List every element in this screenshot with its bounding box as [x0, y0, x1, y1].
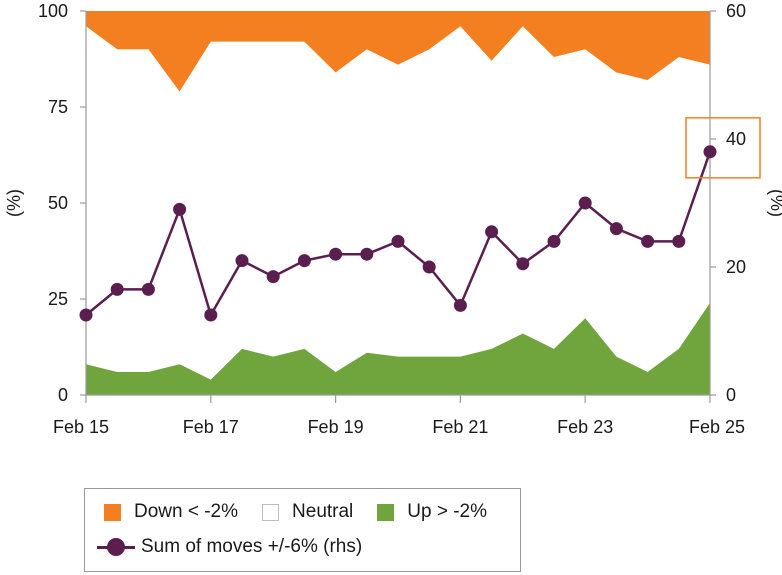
line-point: [266, 270, 280, 284]
legend-item-neutral: Neutral: [262, 501, 353, 523]
x-tick-label: Feb 25: [689, 417, 745, 437]
area-up: [86, 302, 710, 395]
annotations: [685, 117, 761, 179]
tick-labels: 0 25 50 75 100 0 20 40 60 Feb 15 Feb 17 Feb 19 Feb 2…: [38, 1, 746, 437]
line-point: [516, 257, 530, 271]
y-tick-label-right: 60: [726, 1, 746, 21]
legend-swatch-neutral: [262, 503, 280, 521]
line-point: [391, 234, 405, 248]
legend-item-down: Down < -2%: [104, 501, 238, 523]
y-tick-label-right: 40: [726, 129, 746, 149]
legend-label-line: Sum of moves +/-6% (rhs): [141, 536, 363, 557]
line-point: [453, 298, 467, 312]
chart: 0 25 50 75 100 0 20 40 60 Feb 15 Feb 17 Feb 19 Feb 2…: [4, 1, 782, 437]
area-neutral: [86, 26, 710, 380]
line-point: [79, 308, 93, 322]
x-tick-label: Feb 19: [308, 417, 364, 437]
line-point: [204, 308, 218, 322]
line-point: [641, 234, 655, 248]
line-point: [703, 145, 717, 159]
line-point: [578, 196, 592, 210]
highlight-box: [685, 117, 761, 179]
line-point: [329, 247, 343, 261]
y-tick-label-left: 100: [38, 1, 68, 21]
y-tick-label-left: 0: [58, 385, 68, 405]
x-tick-label: Feb 23: [557, 417, 613, 437]
line-point: [422, 260, 436, 274]
legend-label-neutral: Neutral: [292, 501, 354, 522]
legend-row-areas: Down < -2% Neutral Up > -2%: [104, 501, 511, 523]
y-tick-label-left: 50: [48, 193, 68, 213]
legend-label-up: Up > -2%: [407, 501, 488, 522]
legend-swatch-up: [377, 503, 395, 521]
line-point: [173, 202, 187, 216]
stacked-areas: [86, 11, 710, 395]
axes: [80, 10, 716, 403]
line-series: [79, 145, 717, 322]
y-axis-title-right: (%): [767, 189, 782, 217]
x-tick-label: Feb 15: [53, 417, 109, 437]
legend: Down < -2% Neutral Up > -2% Sum of moves…: [84, 488, 521, 572]
legend-item-up: Up > -2%: [377, 501, 487, 523]
y-tick-label-left: 75: [48, 97, 68, 117]
y-tick-label-left: 25: [48, 289, 68, 309]
x-tick-label: Feb 17: [183, 417, 239, 437]
legend-swatch-down: [104, 503, 121, 521]
line-point: [672, 234, 686, 248]
x-tick-label: Feb 21: [432, 417, 488, 437]
line-point: [547, 234, 561, 248]
line-point: [235, 254, 249, 268]
line-point: [609, 222, 623, 236]
line-point: [110, 282, 124, 296]
legend-swatch-line: [97, 537, 135, 557]
line-point: [297, 254, 311, 268]
y-axis-title-left: (%): [4, 189, 24, 217]
legend-row-line: Sum of moves +/-6% (rhs): [97, 536, 362, 558]
line-point: [485, 225, 499, 239]
legend-label-down: Down < -2%: [134, 501, 239, 522]
y-tick-label-right: 0: [726, 385, 736, 405]
y-tick-label-right: 20: [726, 257, 746, 277]
area-down: [86, 11, 710, 92]
line-point: [141, 282, 155, 296]
line-point: [360, 247, 374, 261]
